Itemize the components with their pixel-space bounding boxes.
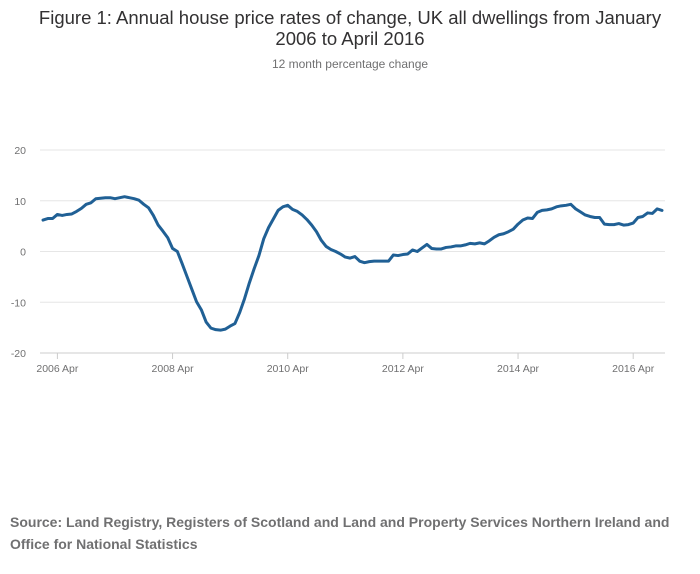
y-tick-label: 0 (20, 247, 26, 259)
gridlines (40, 149, 665, 303)
x-tick-label: 2006 Apr (36, 363, 79, 375)
y-tick-label: 20 (14, 145, 26, 157)
y-tick-label: -20 (11, 348, 26, 360)
series-line-uk-all-dwellings (41, 195, 664, 332)
x-tick-label: 2014 Apr (497, 363, 540, 375)
x-tick-label: 2012 Apr (382, 363, 425, 375)
source-note: Source: Land Registry, Registers of Scot… (10, 514, 670, 552)
x-tick-label: 2016 Apr (612, 363, 655, 375)
x-axis-ticks: 2006 Apr 2008 Apr 2010 Apr 2012 Apr 2014 Apr… (36, 353, 655, 375)
y-tick-label: -10 (11, 297, 26, 309)
y-axis-ticks: 20 10 0 -10 -20 (11, 145, 26, 360)
chart-title: Figure 1: Annual house price rates of ch… (38, 7, 662, 49)
x-tick-label: 2010 Apr (267, 363, 310, 375)
chart-subtitle: 12 month percentage change (271, 57, 429, 71)
y-tick-label: 10 (14, 196, 26, 208)
x-tick-label: 2008 Apr (152, 363, 195, 375)
